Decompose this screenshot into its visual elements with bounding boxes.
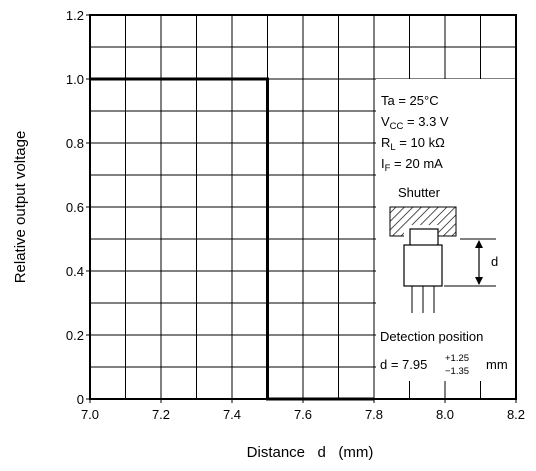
sensor-body — [403, 244, 443, 287]
x-tick-label: 7.8 — [365, 407, 383, 422]
x-axis-title: Distance d (mm) — [247, 444, 374, 461]
formula-minus: −1.35 — [445, 366, 469, 377]
d-arrow-down — [475, 277, 483, 285]
formula-prefix: d = 7.95 — [380, 357, 427, 372]
sensor-head — [409, 228, 439, 248]
y-axis-title: Relative output voltage — [12, 131, 29, 284]
y-tick-labels: 0 0.2 0.4 0.6 0.8 1.0 1.2 — [66, 8, 90, 407]
shutter-diagram: Shutter d — [389, 185, 498, 313]
d-arrow-up — [475, 240, 483, 248]
y-tick-label: 1.2 — [66, 8, 84, 23]
y-tick-label: 0.2 — [66, 328, 84, 343]
plot-frame — [89, 14, 517, 400]
x-tick-labels: 7.0 7.2 7.4 7.6 7.8 8.0 8.2 — [81, 399, 525, 422]
condition-rl: RL = 10 kΩ — [381, 135, 445, 153]
x-tick-label: 8.2 — [507, 407, 525, 422]
y-tick-label: 0.8 — [66, 136, 84, 151]
condition-vcc: VCC = 3.3 V — [381, 114, 449, 132]
y-tick-label: 0 — [77, 392, 84, 407]
condition-ta: Ta = 25°C — [381, 93, 439, 108]
detection-formula: d = 7.95 +1.25 −1.35 mm — [380, 353, 508, 377]
y-tick-label: 0.4 — [66, 264, 84, 279]
formula-plus: +1.25 — [445, 353, 469, 364]
x-tick-label: 7.2 — [152, 407, 170, 422]
d-label: d — [491, 254, 498, 269]
y-tick-label: 1.0 — [66, 72, 84, 87]
x-tick-label: 7.4 — [223, 407, 241, 422]
formula-unit: mm — [486, 357, 508, 372]
x-tick-label: 7.0 — [81, 407, 99, 422]
x-tick-label: 7.6 — [294, 407, 312, 422]
condition-if: IF = 20 mA — [381, 156, 443, 174]
detection-position-label: Detection position — [380, 329, 483, 344]
shutter-label: Shutter — [398, 185, 441, 200]
y-tick-label: 0.6 — [66, 200, 84, 215]
x-tick-label: 8.0 — [436, 407, 454, 422]
